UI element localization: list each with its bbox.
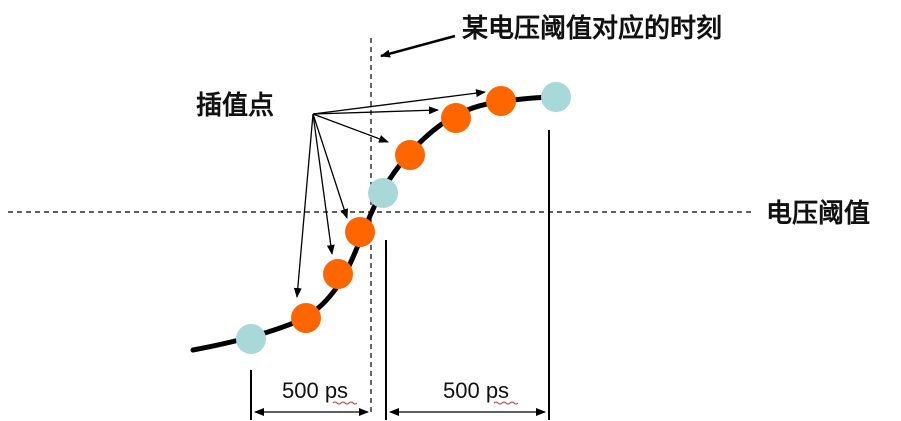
- sample-point-middle: [368, 178, 398, 208]
- threshold-time-arrow: [380, 34, 456, 58]
- interval-label-left: 500 ps: [282, 378, 348, 403]
- interpolated-points-label: 插值点: [196, 90, 274, 120]
- interpolated-point-3: [345, 217, 375, 247]
- interpolated-point-2: [323, 259, 353, 289]
- interpolated-point-6: [486, 86, 516, 116]
- pointer-arrow-4: [312, 113, 389, 143]
- pointer-arrow-1: [293, 113, 314, 298]
- interval-label-right: 500 ps: [443, 378, 509, 403]
- interpolated-point-5: [441, 103, 471, 133]
- sample-point-start: [236, 324, 266, 354]
- pointer-arrows: [293, 89, 486, 298]
- interpolated-point-4: [395, 140, 425, 170]
- pointer-arrow-6: [312, 89, 486, 115]
- sample-point-end: [541, 82, 571, 112]
- pointer-arrow-2: [312, 113, 335, 255]
- voltage-threshold-label: 电压阈值: [766, 198, 870, 228]
- interpolated-point-1: [291, 303, 321, 333]
- signal-curve: [190, 94, 559, 353]
- pointer-arrow-5: [312, 106, 439, 115]
- spellcheck-squiggle-right: [493, 401, 519, 405]
- spellcheck-squiggle-left: [332, 401, 358, 405]
- pointer-arrow-3: [312, 113, 349, 219]
- threshold-time-label: 某电压阈值对应的时刻: [462, 13, 722, 43]
